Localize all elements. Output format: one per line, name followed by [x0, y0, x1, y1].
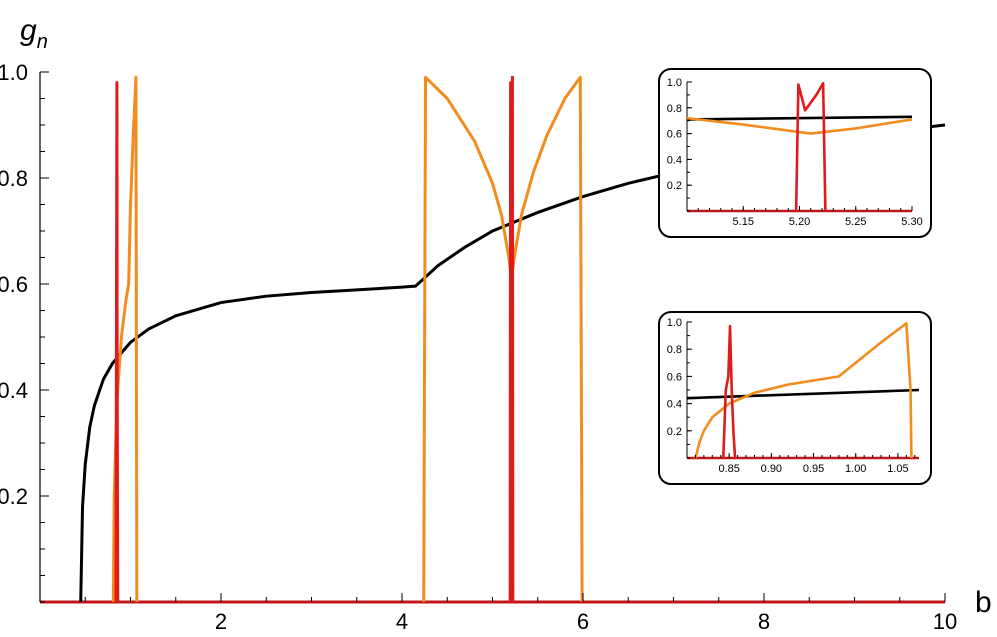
- main-y-tick-label: 0.6: [0, 272, 28, 297]
- inset-top-x-tick-label: 5.30: [901, 216, 922, 228]
- inset-bottom-frame: [658, 311, 932, 485]
- inset-bottom-y-tick-label: 1.0: [667, 317, 682, 329]
- inset-bottom-series-line: [694, 322, 913, 459]
- inset-top-ticks: 5.15 5.20 5.25 5.30 0.2 0.4 0.6 0.8 1.0: [667, 77, 923, 228]
- inset-bottom-x-tick-label: 1.00: [845, 463, 866, 475]
- inset-bottom-y-tick-label: 0.2: [667, 426, 682, 438]
- inset-top-y-tick-label: 0.6: [667, 129, 682, 141]
- main-x-tick-label: 4: [396, 609, 408, 634]
- inset-bottom-x-tick-label: 0.85: [718, 463, 739, 475]
- y-axis-title: gn: [20, 14, 48, 53]
- x-axis-title: b: [975, 586, 992, 619]
- main-x-tick-label: 8: [758, 609, 770, 634]
- main-series-line: [422, 75, 584, 603]
- inset-plot-bottom: 0.85 0.90 0.95 1.00 1.05 0.2 0.4 0.6 0.8 1.0: [658, 311, 932, 485]
- inset-bottom-series-line: [721, 324, 737, 459]
- inset-top-series-group: [686, 81, 913, 213]
- inset-top-series-line: [686, 116, 913, 135]
- inset-top-y-tick-label: 0.8: [667, 103, 682, 115]
- main-series-line: [114, 81, 120, 603]
- inset-bottom-series-group: [686, 322, 920, 460]
- inset-top-y-tick-label: 0.4: [667, 154, 682, 166]
- inset-top-x-tick-label: 5.15: [733, 216, 754, 228]
- y-axis-title-subscript: n: [37, 31, 48, 53]
- inset-top-x-tick-label: 5.20: [789, 216, 810, 228]
- main-ticks: 2 4 6 8 10 0.2 0.4 0.6 0.8 1.0: [0, 60, 957, 634]
- inset-top-series-line: [794, 81, 827, 212]
- main-x-tick-label: 2: [215, 609, 227, 634]
- inset-top-y-tick-label: 0.2: [667, 180, 682, 192]
- inset-top-y-tick-label: 1.0: [667, 77, 682, 89]
- inset-top-series-line: [686, 115, 913, 121]
- inset-plot-top: 5.15 5.20 5.25 5.30 0.2 0.4 0.6 0.8 1.0: [658, 68, 932, 238]
- inset-bottom-x-tick-label: 0.95: [803, 463, 824, 475]
- main-y-tick-label: 1.0: [0, 60, 28, 85]
- main-y-tick-label: 0.8: [0, 166, 28, 191]
- inset-bottom-x-tick-label: 0.90: [761, 463, 782, 475]
- inset-bottom-y-tick-label: 0.8: [667, 344, 682, 356]
- inset-bottom-x-tick-label: 1.05: [887, 463, 908, 475]
- main-x-tick-label: 6: [577, 609, 589, 634]
- inset-bottom-y-tick-label: 0.6: [667, 371, 682, 383]
- inset-top-x-tick-label: 5.25: [845, 216, 866, 228]
- main-plot: 2 4 6 8 10 0.2 0.4 0.6 0.8 1.0 gn b: [0, 14, 992, 634]
- main-x-tick-label: 10: [933, 609, 957, 634]
- y-axis-title-main: g: [20, 14, 37, 47]
- inset-bottom-y-tick-label: 0.4: [667, 399, 682, 411]
- main-y-tick-label: 0.2: [0, 484, 28, 509]
- main-series-line: [508, 75, 515, 603]
- main-y-tick-label: 0.4: [0, 378, 28, 403]
- inset-top-frame: [658, 68, 932, 238]
- inset-bottom-ticks: 0.85 0.90 0.95 1.00 1.05 0.2 0.4 0.6 0.8 1.0: [667, 317, 916, 475]
